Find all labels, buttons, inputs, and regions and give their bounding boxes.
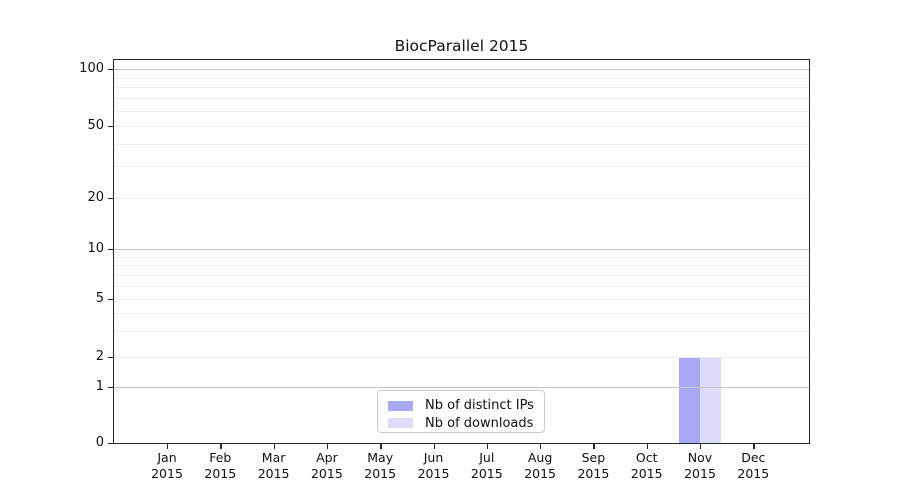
legend-label: Nb of downloads <box>425 415 534 431</box>
x-tick-label-line: Sep <box>581 450 606 465</box>
gridline-minor <box>113 331 810 333</box>
y-tick-label: 0 <box>95 435 104 450</box>
legend-item-distinct-ips: Nb of distinct IPs <box>388 398 544 414</box>
bar-nb-of-downloads-nov-2015 <box>700 357 721 443</box>
x-tick-label-line: Oct <box>635 450 658 465</box>
x-tick-label: Feb 2015 <box>188 450 252 481</box>
gridline-minor <box>113 111 810 112</box>
gridline-minor <box>113 143 810 145</box>
x-tick-label-line: May <box>367 450 394 465</box>
gridline-minor <box>113 98 810 100</box>
y-tick <box>108 299 113 301</box>
gridline-minor <box>113 77 810 79</box>
gridline-minor <box>113 87 810 89</box>
x-tick-label-line: 2015 <box>364 465 397 481</box>
x-tick-label-line: 2015 <box>684 465 716 481</box>
x-tick <box>273 444 275 449</box>
gridline-minor <box>113 265 810 267</box>
x-tick-label: Nov 2015 <box>668 450 732 481</box>
x-tick-label: Jul 2015 <box>455 450 519 481</box>
y-tick-label: 5 <box>95 291 104 306</box>
gridline-major <box>113 69 810 70</box>
chart-title: BiocParallel 2015 <box>394 37 529 55</box>
y-tick <box>108 387 113 389</box>
x-tick-label-line: 2015 <box>577 465 610 481</box>
x-tick-label-line: 2015 <box>524 465 556 481</box>
x-tick-label-line: 2015 <box>151 465 183 481</box>
x-tick-label-line: Mar <box>261 450 286 465</box>
gridline-minor <box>113 357 810 358</box>
bar-nb-of-distinct-ips-nov-2015 <box>679 357 700 443</box>
x-tick <box>700 444 702 449</box>
legend-label: Nb of distinct IPs <box>425 398 534 413</box>
y-tick-label: 10 <box>87 241 104 256</box>
x-tick <box>326 444 329 449</box>
x-tick-label-line: Feb <box>209 450 232 465</box>
x-tick-label: Apr 2015 <box>295 450 359 481</box>
x-tick <box>380 444 382 449</box>
legend-item-downloads: Nb of downloads <box>388 415 544 431</box>
gridline-minor <box>113 299 810 300</box>
x-tick-label-line: Jun <box>423 450 444 465</box>
gridline-major <box>113 249 810 250</box>
x-tick-label-line: 2015 <box>204 465 237 481</box>
legend: Nb of distinct IPs Nb of downloads <box>377 390 545 433</box>
x-tick-label-line: Nov <box>687 450 713 465</box>
x-tick-label-line: Aug <box>527 450 553 465</box>
x-tick-label: May 2015 <box>348 450 412 481</box>
legend-swatch-distinct-ips <box>388 400 413 411</box>
x-tick-label-line: 2015 <box>257 465 290 481</box>
y-tick-label: 1 <box>95 379 104 394</box>
x-tick-label-line: 2015 <box>737 465 770 481</box>
x-tick <box>433 444 435 449</box>
y-tick <box>108 69 113 71</box>
gridline-major <box>113 387 810 388</box>
x-tick-label-line: 2015 <box>630 465 663 481</box>
x-tick-label: Mar 2015 <box>242 450 306 481</box>
x-tick-label-line: Jul <box>479 450 495 465</box>
y-tick <box>108 126 113 128</box>
legend-swatch-downloads <box>388 418 413 428</box>
x-tick-label-line: 2015 <box>470 465 503 481</box>
gridline-minor <box>113 256 810 258</box>
x-tick-label: Oct 2015 <box>615 450 679 481</box>
x-tick <box>220 444 222 449</box>
y-tick-label: 2 <box>95 349 104 364</box>
y-tick-label: 50 <box>87 118 104 133</box>
x-tick-label: Jun 2015 <box>402 450 466 481</box>
x-tick-label: Jan 2015 <box>135 450 199 481</box>
gridline-minor <box>113 274 810 276</box>
y-tick <box>108 198 113 200</box>
x-tick <box>753 444 755 449</box>
gridline-minor <box>113 313 810 315</box>
x-tick-label-line: Dec <box>741 450 766 465</box>
y-tick-label: 20 <box>87 190 104 205</box>
x-tick-label-line: Jan <box>157 450 177 465</box>
plot-area <box>113 59 810 444</box>
x-tick <box>593 444 595 449</box>
x-tick-label: Aug 2015 <box>508 450 572 481</box>
gridline-minor <box>113 198 810 199</box>
x-tick <box>167 444 169 449</box>
x-tick-label: Dec 2015 <box>721 450 785 481</box>
gridline-minor <box>113 166 810 168</box>
x-tick <box>646 444 649 449</box>
x-tick-label-line: 2015 <box>310 465 343 481</box>
y-tick <box>108 249 113 251</box>
x-tick-label-line: 2015 <box>417 465 450 481</box>
y-tick-label: 100 <box>79 61 104 76</box>
x-tick <box>486 444 489 449</box>
y-tick <box>108 357 113 359</box>
x-tick-label: Sep 2015 <box>561 450 625 481</box>
y-tick <box>108 443 113 445</box>
gridline-minor <box>113 285 810 287</box>
x-tick <box>540 444 542 449</box>
gridline-minor <box>113 126 810 127</box>
x-tick-label-line: Apr <box>316 450 338 465</box>
